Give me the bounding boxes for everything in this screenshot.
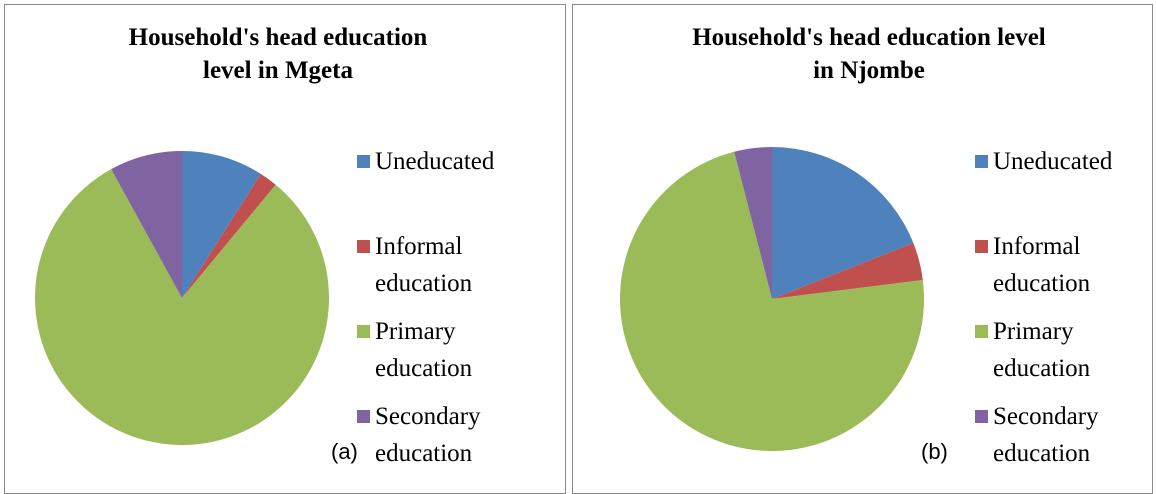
legend-label: Primary education (993, 318, 1091, 382)
pie-slice (34, 169, 330, 445)
legend-swatch (975, 240, 988, 253)
legend-swatch (357, 240, 370, 253)
legend-label: Primary education (375, 318, 473, 382)
chart-panel: Household's head education level in Njom… (572, 4, 1153, 494)
annotation: (a) (331, 439, 358, 464)
legend-label: Uneducated (375, 148, 495, 175)
pie-slice (772, 243, 923, 299)
pie-slice (734, 147, 772, 299)
legend-swatch (975, 325, 988, 338)
pie-chart (34, 151, 330, 445)
pie-slice (772, 147, 914, 299)
chart-title: Household's head education level in Mget… (128, 24, 428, 84)
legend-swatch (357, 155, 370, 168)
pie-slice (182, 151, 261, 298)
legend-label: Secondary education (993, 403, 1099, 467)
legend-label: Informal education (375, 233, 473, 297)
legend-label: Informal education (993, 233, 1091, 297)
annotation: (b) (921, 439, 948, 464)
legend-swatch (975, 410, 988, 423)
pie-slice (182, 173, 276, 298)
pie-slice (111, 151, 182, 298)
legend-swatch (357, 410, 370, 423)
legend-label: Uneducated (993, 148, 1113, 175)
chart-panel: Household's head education level in Mget… (4, 4, 566, 494)
pie-chart (620, 147, 924, 451)
chart-title: Household's head education level in Njom… (692, 24, 1046, 84)
legend-swatch (357, 325, 370, 338)
pie-slice (620, 151, 924, 451)
legend-label: Secondary education (375, 403, 481, 467)
legend-swatch (975, 155, 988, 168)
